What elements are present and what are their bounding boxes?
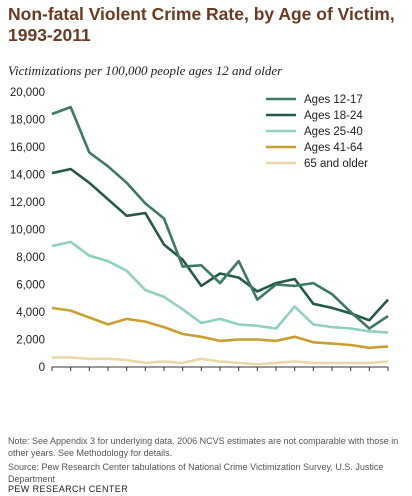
chart-title: Non-fatal Violent Crime Rate, by Age of … [8, 4, 395, 45]
y-tick-label: 4,000 [16, 307, 45, 319]
y-tick-label: 16,000 [10, 142, 45, 154]
legend-label: Ages 25-40 [304, 126, 363, 138]
series-line [51, 105, 389, 330]
series-line [51, 167, 389, 322]
y-tick-label: 10,000 [10, 225, 45, 237]
legend-label: Ages 18-24 [304, 110, 363, 122]
y-tick-label: 18,000 [10, 115, 45, 127]
y-tick-label: 0 [39, 362, 45, 374]
y-tick-label: 20,000 [10, 87, 45, 99]
chart-legend: Ages 12-17 Ages 18-24 Ages 25-40 Ages 41-64… [266, 94, 368, 170]
series-line [52, 356, 389, 366]
y-tick-label: 6,000 [16, 280, 45, 292]
y-tick-label: 14,000 [10, 170, 45, 182]
series-line [51, 240, 389, 334]
brand-label: PEW RESEARCH CENTER [8, 484, 129, 494]
y-tick-label: 8,000 [16, 252, 45, 264]
legend-label: Ages 41-64 [304, 142, 363, 154]
footnote: Note: See Appendix 3 for underlying data… [8, 436, 399, 458]
series-line [51, 306, 389, 350]
source-note: Source: Pew Research Center tabulations … [8, 462, 384, 484]
line-chart: 0 2,000 4,000 6,000 8,000 10,000 12,000 14,000 1… [10, 87, 389, 374]
chart-series [51, 105, 389, 366]
legend-label: 65 and older [304, 158, 368, 170]
y-tick-label: 12,000 [10, 197, 45, 209]
chart-subtitle: Victimizations per 100,000 people ages 1… [8, 63, 283, 78]
chart-axes: 0 2,000 4,000 6,000 8,000 10,000 12,000 14,000 1… [10, 87, 389, 374]
legend-label: Ages 12-17 [304, 94, 363, 106]
y-tick-label: 2,000 [16, 335, 45, 347]
